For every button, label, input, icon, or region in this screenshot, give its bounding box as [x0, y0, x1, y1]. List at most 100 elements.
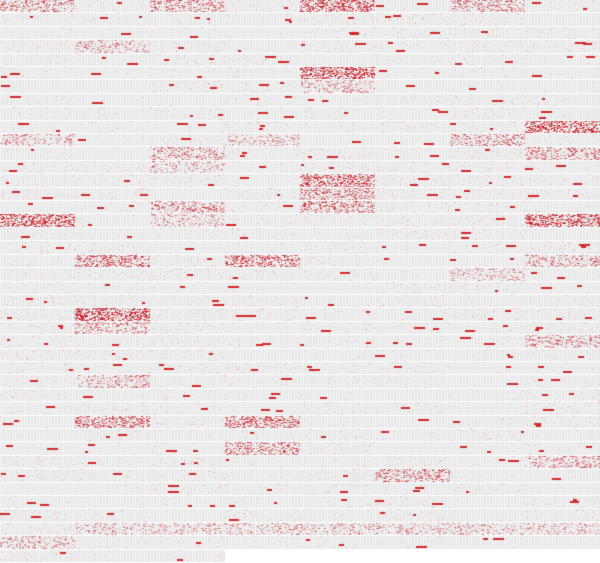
heatmap-block [150, 349, 225, 362]
heatmap-block [300, 509, 375, 523]
heatmap-block [0, 295, 75, 308]
heatmap-block [300, 214, 375, 228]
heatmap-block [225, 147, 300, 161]
heatmap-block-dense [0, 0, 75, 13]
heatmap-block [375, 241, 450, 255]
heatmap-block-dense [225, 442, 300, 456]
heatmap-block [225, 121, 300, 134]
heatmap-block [450, 161, 525, 174]
heatmap-block [225, 335, 300, 349]
heatmap-block [300, 147, 375, 161]
heatmap-block [525, 389, 600, 402]
heatmap-block [75, 429, 150, 442]
heatmap-block [150, 389, 225, 402]
heatmap-block [75, 13, 150, 27]
heatmap-block [225, 469, 300, 483]
heatmap-block [0, 509, 75, 523]
heatmap-block [375, 27, 450, 40]
heatmap-block [450, 416, 525, 429]
heatmap-block [300, 456, 375, 469]
heatmap-block [525, 13, 600, 27]
heatmap-block [0, 228, 75, 241]
heatmap-block [525, 188, 600, 201]
heatmap-block [525, 0, 600, 13]
heatmap-block [225, 322, 300, 335]
heatmap-block [150, 375, 225, 389]
heatmap-block [150, 54, 225, 67]
heatmap-block [300, 442, 375, 456]
heatmap-block [375, 0, 450, 13]
heatmap-block-dense [300, 0, 375, 13]
heatmap-block [225, 0, 300, 13]
heatmap-block-dense [75, 322, 150, 335]
heatmap-block [75, 94, 150, 107]
heatmap-block [525, 349, 600, 362]
heatmap-block-dense [450, 523, 525, 536]
heatmap-block-dense [225, 255, 300, 268]
heatmap-block [0, 40, 75, 54]
heatmap-block [375, 40, 450, 54]
heatmap-block [0, 308, 75, 322]
heatmap-block [450, 107, 525, 121]
heatmap-block [375, 496, 450, 509]
heatmap-block [525, 54, 600, 67]
heatmap-block [450, 509, 525, 523]
heatmap-block [525, 282, 600, 295]
heatmap-block [225, 188, 300, 201]
heatmap-block [300, 335, 375, 349]
heatmap-block-dense [375, 469, 450, 483]
heatmap-block [450, 188, 525, 201]
heatmap-block [225, 429, 300, 442]
heatmap-block-dense [300, 523, 375, 536]
heatmap-block [0, 429, 75, 442]
heatmap-block [75, 54, 150, 67]
heatmap-block [75, 67, 150, 80]
heatmap-block [150, 80, 225, 94]
heatmap-block [75, 241, 150, 255]
heatmap-block [75, 282, 150, 295]
heatmap-block [450, 255, 525, 268]
heatmap-block [375, 295, 450, 308]
heatmap-block [150, 268, 225, 282]
heatmap-block [300, 536, 375, 550]
heatmap-block [525, 228, 600, 241]
heatmap-block [300, 255, 375, 268]
heatmap-block [300, 27, 375, 40]
heatmap-block-dense [450, 134, 525, 147]
heatmap-block [450, 201, 525, 214]
heatmap-block [75, 483, 150, 496]
heatmap-block [525, 429, 600, 442]
heatmap-block-dense [300, 67, 375, 80]
heatmap-block [525, 375, 600, 389]
heatmap-block [75, 147, 150, 161]
heatmap-block [300, 161, 375, 174]
heatmap-block [300, 107, 375, 121]
heatmap-block [0, 255, 75, 268]
heatmap-block-dense [150, 147, 225, 161]
heatmap-block [150, 496, 225, 509]
heatmap-block [525, 469, 600, 483]
heatmap-block [450, 67, 525, 80]
heatmap-block [375, 456, 450, 469]
heatmap-block [450, 27, 525, 40]
heatmap-block [225, 389, 300, 402]
heatmap-block [450, 295, 525, 308]
heatmap-block [300, 416, 375, 429]
heatmap-block [0, 174, 75, 188]
heatmap-block [75, 214, 150, 228]
heatmap-block [225, 40, 300, 54]
heatmap-block [75, 268, 150, 282]
heatmap-block [525, 80, 600, 94]
heatmap-block-dense [525, 456, 600, 469]
heatmap-block [0, 121, 75, 134]
heatmap-block [300, 282, 375, 295]
heatmap-block [525, 509, 600, 523]
heatmap-block [375, 483, 450, 496]
heatmap-block [450, 94, 525, 107]
heatmap-block [450, 496, 525, 509]
heatmap-block [375, 442, 450, 456]
heatmap-block [150, 13, 225, 27]
heatmap-block [375, 255, 450, 268]
